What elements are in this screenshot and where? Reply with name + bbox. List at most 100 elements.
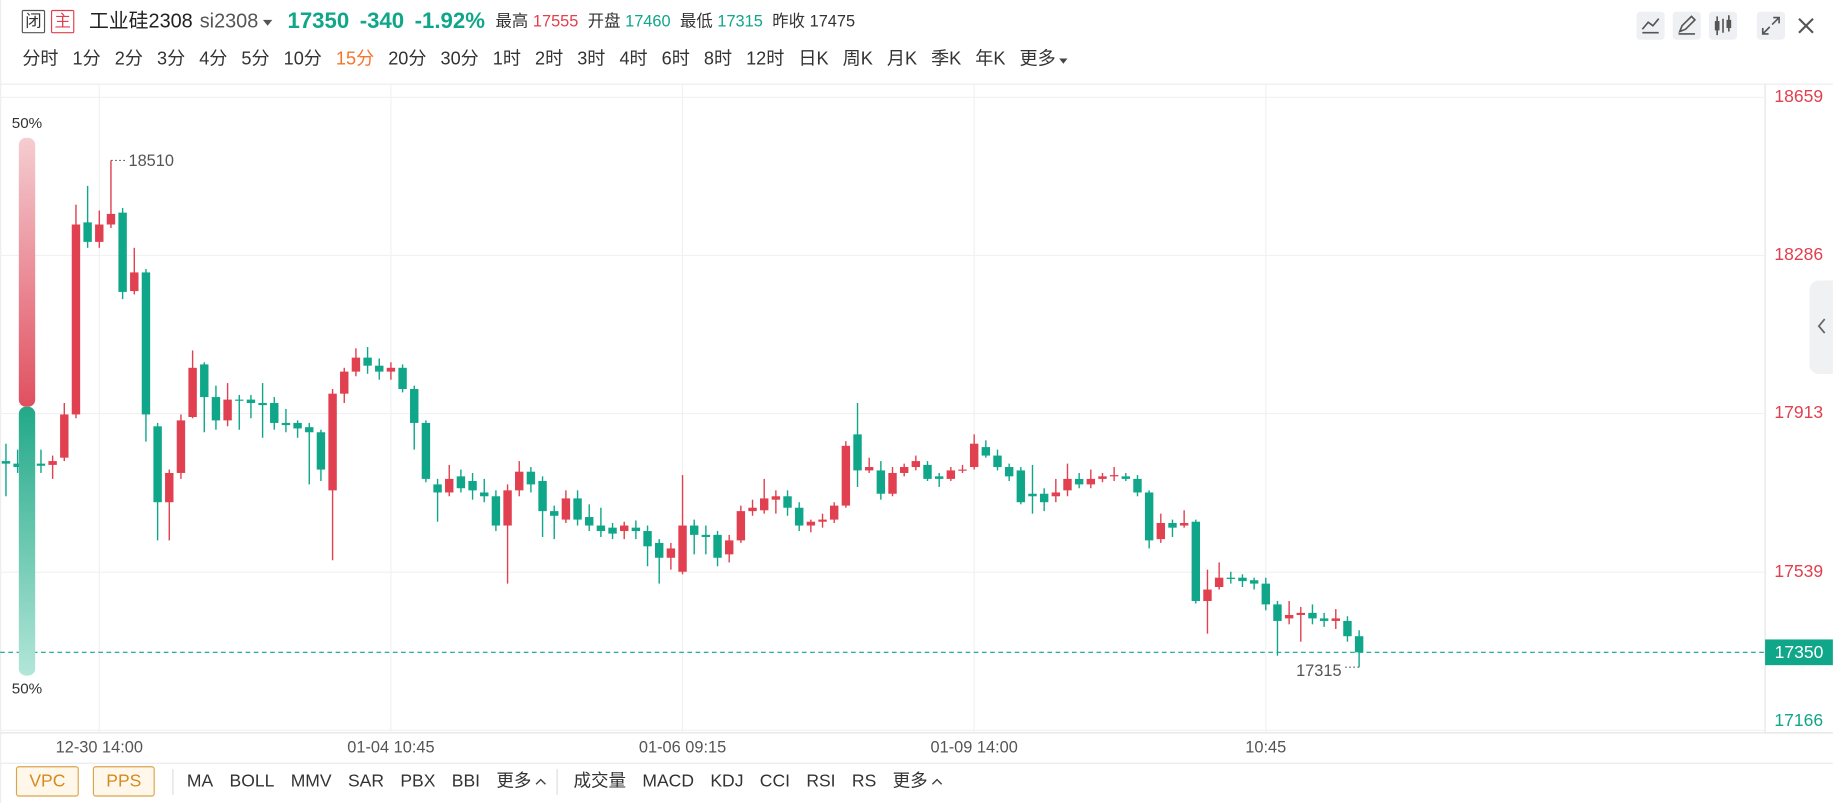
toolbar	[1636, 11, 1814, 40]
indicator-tab[interactable]: BBI	[452, 771, 480, 791]
tool-icon	[1714, 21, 1720, 31]
y-tick-label: 17539	[1774, 561, 1823, 581]
indicator-tab[interactable]: PBX	[400, 771, 435, 791]
candle-body	[1028, 493, 1037, 497]
period-tab[interactable]: 分时	[22, 48, 58, 68]
period-tab[interactable]: 季K	[931, 48, 961, 68]
period-tab[interactable]: 月K	[887, 48, 917, 68]
main-tag[interactable]: 主	[54, 13, 70, 31]
candle-body	[1063, 478, 1072, 491]
candle-body	[71, 224, 81, 415]
candle-body	[1074, 478, 1084, 485]
period-tab[interactable]: 4分	[199, 48, 227, 68]
period-tab[interactable]: 1分	[73, 48, 101, 68]
period-tab[interactable]: 2时	[535, 48, 563, 68]
period-tab[interactable]: 8时	[704, 48, 732, 68]
candle-body	[83, 222, 92, 242]
candle-body	[1086, 478, 1096, 485]
indicator-tab[interactable]: KDJ	[710, 771, 743, 791]
candle-body	[1308, 612, 1317, 619]
period-tab[interactable]: 15分	[336, 48, 374, 68]
candle-body	[188, 367, 197, 417]
candle-body	[176, 420, 186, 473]
candle-body	[748, 507, 757, 512]
candle-body	[270, 403, 279, 423]
candle-body	[1296, 612, 1306, 615]
indicator-box[interactable]	[92, 766, 155, 797]
candle-body	[1191, 521, 1201, 602]
indicator-tab[interactable]: RS	[852, 771, 876, 791]
period-tab[interactable]: 12时	[746, 48, 784, 68]
ratio-down	[18, 406, 36, 676]
indicator-button[interactable]: PPS	[106, 771, 141, 791]
candle-body	[1156, 522, 1166, 540]
candle-body	[864, 467, 874, 471]
candle-body	[1179, 522, 1189, 526]
indicator-tab[interactable]: MMV	[291, 771, 332, 791]
candle-body	[281, 422, 291, 426]
x-tick-label: 01-09 14:00	[931, 738, 1018, 756]
indicator-tab[interactable]: 更多	[893, 771, 928, 791]
period-tab[interactable]: 年K	[975, 48, 1005, 68]
period-tab[interactable]: 3时	[577, 48, 605, 68]
indicator-tab[interactable]: 成交量	[573, 771, 626, 791]
indicator-tab[interactable]: SAR	[348, 771, 384, 791]
candle-body	[923, 464, 932, 479]
instrument-name: 工业硅2308	[89, 10, 193, 32]
tool-button[interactable]	[1756, 11, 1785, 40]
candle-body	[60, 414, 69, 458]
candle-body	[1016, 470, 1026, 503]
candle-body	[724, 540, 734, 555]
indicator-tab[interactable]: BOLL	[230, 771, 275, 791]
tool-button[interactable]	[1672, 11, 1701, 40]
candle-body	[853, 434, 862, 471]
period-tab[interactable]: 2分	[115, 48, 143, 68]
candle-body	[36, 463, 46, 466]
candle-body	[1319, 618, 1329, 621]
collapse-tab[interactable]	[1809, 280, 1833, 375]
caret-up	[931, 778, 943, 785]
y-tick-label: 17913	[1774, 402, 1823, 422]
period-tab[interactable]: 4时	[619, 48, 647, 68]
period-tab[interactable]: 3分	[157, 48, 185, 68]
period-tab[interactable]: 10分	[284, 48, 322, 68]
indicator-tab[interactable]: CCI	[760, 771, 790, 791]
indicator-tab[interactable]: RSI	[806, 771, 835, 791]
candle-body	[1261, 583, 1271, 605]
candle-body	[1133, 478, 1142, 493]
candle-body	[561, 498, 571, 520]
y-tick-label: 17166	[1774, 710, 1823, 730]
x-tick-label: 10:45	[1245, 738, 1286, 756]
period-tab[interactable]: 日K	[798, 48, 828, 68]
period-tab[interactable]: 30分	[441, 48, 479, 68]
period-tab[interactable]: 1时	[493, 48, 521, 68]
candle-body	[235, 399, 244, 401]
main-box[interactable]	[50, 9, 75, 34]
stat-label: 开盘	[588, 12, 621, 31]
candle-body	[736, 511, 746, 541]
period-tab[interactable]: 20分	[388, 48, 426, 68]
candle-body	[899, 467, 909, 473]
indicator-box[interactable]	[15, 766, 79, 797]
period-tab[interactable]: 周K	[843, 48, 873, 68]
tool-button[interactable]	[1636, 11, 1665, 40]
indicator-tab[interactable]: MA	[187, 771, 214, 791]
period-tab[interactable]: 6时	[662, 48, 690, 68]
period-tab[interactable]: 更多	[1020, 48, 1056, 68]
candle-body	[375, 365, 384, 372]
period-tab[interactable]: 5分	[241, 48, 269, 68]
indicator-button[interactable]: VPC	[29, 771, 65, 791]
dropdown-caret[interactable]	[262, 19, 273, 26]
candle-body	[491, 496, 501, 526]
candle-body	[958, 469, 967, 471]
indicator-tab[interactable]: 更多	[496, 771, 531, 791]
candle-body	[946, 470, 956, 479]
tool-icon	[1678, 15, 1697, 35]
candle-body	[888, 472, 897, 494]
price-change-pct: -1.92%	[415, 8, 486, 33]
candle-body	[1144, 492, 1154, 541]
candle-body	[841, 445, 851, 506]
indicator-tab[interactable]: MACD	[642, 771, 694, 791]
close-icon[interactable]	[1798, 17, 1814, 34]
candle-body	[993, 455, 1002, 468]
